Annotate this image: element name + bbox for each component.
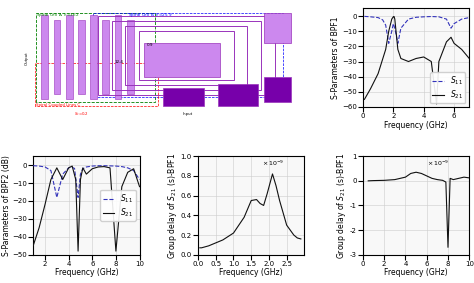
Bar [66,15,73,99]
Bar [164,88,204,106]
Legend: $S_{11}$, $S_{21}$: $S_{11}$, $S_{21}$ [430,72,465,103]
Bar [90,15,97,99]
Y-axis label: S-Parameters of BPF2 (dB): S-Parameters of BPF2 (dB) [2,155,11,256]
Bar [54,20,60,94]
Bar [264,78,291,102]
X-axis label: Frequency (GHz): Frequency (GHz) [384,121,448,130]
Text: Spiral Coupled Lines C: Spiral Coupled Lines C [36,103,80,107]
Y-axis label: Group delay of $S_{21}$ (s)-BPF1: Group delay of $S_{21}$ (s)-BPF1 [166,153,179,258]
X-axis label: Frequency (GHz): Frequency (GHz) [55,268,118,277]
Text: $\times\,10^{-9}$: $\times\,10^{-9}$ [262,159,284,168]
Text: 0.9: 0.9 [147,43,154,47]
Bar [115,15,121,99]
Bar [139,31,234,80]
Text: $\times\,10^{-9}$: $\times\,10^{-9}$ [427,159,449,168]
Bar [126,26,247,85]
Bar [78,20,85,94]
Text: Spiral Cell A: $l_r$=36.2: Spiral Cell A: $l_r$=36.2 [36,11,80,20]
X-axis label: Frequency (GHz): Frequency (GHz) [219,268,283,277]
Y-axis label: Group delay of $S_{21}$ (s)-BPF1: Group delay of $S_{21}$ (s)-BPF1 [335,153,348,258]
Bar [218,84,258,106]
Bar [98,16,274,95]
X-axis label: Frequency (GHz): Frequency (GHz) [384,268,448,277]
Bar [112,21,261,90]
Bar [41,15,48,99]
Bar [264,13,291,43]
Text: Spiral Cell B: $l_r$=25.9: Spiral Cell B: $l_r$=25.9 [128,11,173,20]
Text: $S_c$=0.2: $S_c$=0.2 [74,110,89,117]
Text: Input: Input [182,112,192,116]
Text: 12.4: 12.4 [115,60,123,64]
Text: Output: Output [25,51,29,65]
Legend: $S_{11}$, $S_{21}$: $S_{11}$, $S_{21}$ [100,190,136,221]
Y-axis label: S-Parameters of BPF1: S-Parameters of BPF1 [331,16,340,99]
Bar [145,43,220,78]
Bar [127,20,134,94]
Bar [102,20,109,94]
